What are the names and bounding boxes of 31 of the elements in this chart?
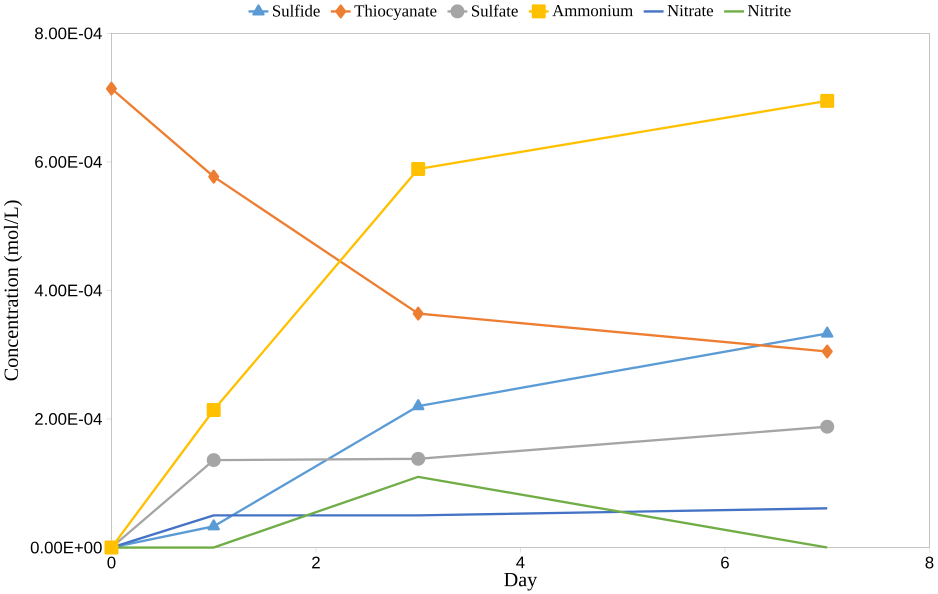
point [206,452,221,467]
y-tick-label: 4.00E-04 [34,284,102,296]
point [208,519,220,530]
legend-label: Thiocyanate [354,4,436,20]
y-tick-label: 2.00E-04 [35,412,102,425]
legend-label: Nitrate [668,4,714,16]
point [411,162,426,176]
point [412,306,424,320]
point [822,344,833,358]
point [820,420,834,434]
x-tick-label: 8 [926,556,934,568]
legend-label: Nitrite [748,4,791,16]
legend-label: Ammonium [552,4,633,16]
x-tick-label: 6 [721,556,729,568]
x-tick-label: 4 [516,556,525,568]
y-tick-label: 8.00E-04 [35,27,102,40]
point [820,94,834,108]
point [106,81,117,96]
point [411,452,426,466]
y-tick-label: 0.00E+00 [30,541,102,554]
x-tick-label: 0 [107,556,116,568]
y-tick-label: 6.00E-04 [35,156,102,168]
legend-label: Sulfate [472,4,518,16]
x-tick-label: 2 [312,556,320,568]
point [208,170,220,184]
point [206,402,221,417]
legend-label: Sulfide [273,4,320,16]
point [820,326,834,338]
y-axis-title: Concentration (mol/L) [4,200,22,380]
x-axis-title: Day [504,572,538,590]
point [412,398,424,410]
